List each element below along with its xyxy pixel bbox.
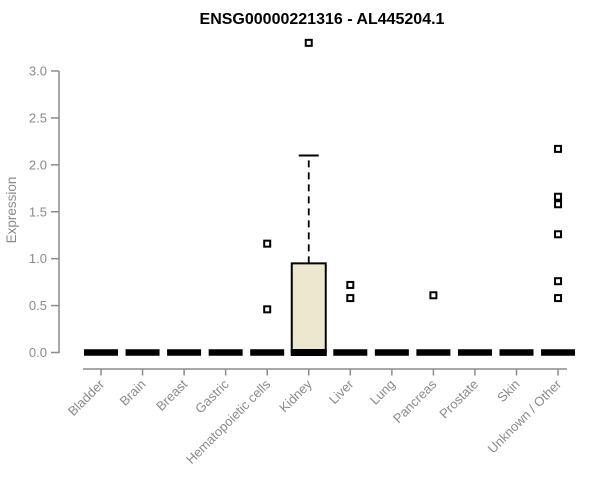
collapsed-box (125, 349, 160, 356)
collapsed-box (333, 349, 368, 356)
x-tick-label: Unknown / Other (485, 376, 565, 456)
collapsed-box (499, 349, 534, 356)
outlier-point (554, 192, 563, 201)
y-tick-label: 0.5 (29, 298, 47, 313)
collapsed-box (541, 349, 576, 356)
y-tick-label: 3.0 (29, 64, 47, 79)
x-tick-label: Skin (494, 377, 522, 405)
collapsed-box (250, 349, 285, 356)
x-tick-label: Brain (117, 377, 149, 409)
outlier-point (346, 280, 355, 289)
outlier-point (304, 38, 313, 47)
x-tick-label: Kidney (276, 376, 315, 415)
box-skin (499, 349, 534, 356)
box-hematopoietic-cells (250, 239, 285, 356)
box-rect (290, 262, 327, 354)
outlier-point (263, 305, 272, 314)
box-unknown-other (541, 144, 576, 356)
outlier-point (346, 294, 355, 303)
outlier-point (554, 230, 563, 239)
x-tick-label: Bladder (65, 376, 108, 419)
outlier-point (554, 277, 563, 286)
collapsed-box (416, 349, 451, 356)
chart-title: ENSG00000221316 - AL445204.1 (200, 11, 445, 28)
box-liver (333, 280, 368, 356)
box-kidney (290, 38, 327, 356)
box-gastric (208, 349, 243, 356)
y-tick-label: 2.5 (29, 110, 47, 125)
y-axis-title: Expression (4, 177, 19, 244)
y-tick-label: 1.0 (29, 251, 47, 266)
x-tick-label: Lung (367, 377, 398, 408)
collapsed-box (374, 349, 409, 356)
plot-area: 0.0 0.5 1.0 1.5 2.0 2.5 3.0 Bladder Brain Breast G… (29, 38, 576, 467)
collapsed-box (167, 349, 202, 356)
outlier-point (554, 294, 563, 303)
y-tick-label: 0.0 (29, 345, 47, 360)
box-bladder (84, 349, 118, 356)
collapsed-box (208, 349, 243, 356)
outlier-point (554, 200, 563, 209)
outlier-point (554, 144, 563, 153)
box-breast (167, 349, 202, 356)
box-lung (374, 349, 409, 356)
box-pancreas (416, 291, 451, 356)
box-brain (125, 349, 160, 356)
collapsed-box (457, 349, 492, 356)
y-tick-label: 1.5 (29, 204, 47, 219)
collapsed-box (84, 349, 118, 356)
y-tick-label: 2.0 (29, 157, 47, 172)
x-tick-label: Pancreas (390, 376, 440, 426)
x-tick-label: Breast (153, 376, 190, 413)
x-tick-label: Gastric (192, 376, 232, 416)
x-tick-label: Liver (326, 376, 357, 407)
median-line (290, 349, 327, 356)
x-tick-label: Prostate (436, 377, 481, 422)
box-prostate (457, 349, 492, 356)
outlier-point (429, 291, 438, 300)
outlier-point (263, 239, 272, 248)
